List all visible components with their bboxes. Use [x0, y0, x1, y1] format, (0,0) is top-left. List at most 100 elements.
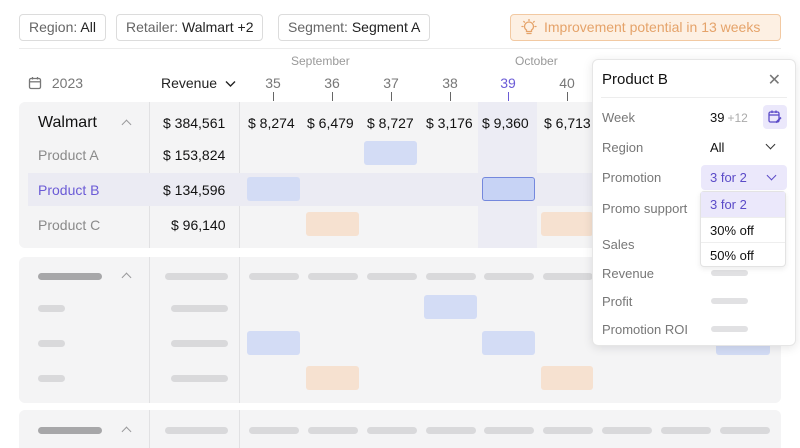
year-label: 2023	[51, 75, 84, 91]
region-select[interactable]: All	[710, 140, 725, 155]
promo-block[interactable]	[482, 331, 535, 355]
calendar-edit-button[interactable]	[763, 105, 787, 129]
promo-block[interactable]	[541, 212, 593, 236]
skeleton-bar	[38, 305, 65, 312]
week-header-35[interactable]: 35	[265, 75, 281, 91]
filter-segment[interactable]: Segment: Segment A	[278, 14, 431, 41]
column-divider	[149, 410, 150, 448]
promo-block[interactable]	[364, 141, 417, 165]
promo-support-label: Promo support	[602, 201, 688, 216]
promotion-option-3-for-2[interactable]: 3 for 2	[701, 192, 785, 217]
promo-block[interactable]	[247, 177, 300, 201]
product-row-a[interactable]: Product A	[38, 147, 99, 163]
promotion-dropdown-menu: 3 for 2 30% off 50% off	[700, 191, 786, 267]
skeleton-bar	[367, 427, 417, 434]
filter-region[interactable]: Region: All	[19, 14, 106, 41]
product-row-b[interactable]: Product B	[38, 182, 100, 198]
chevron-down-icon	[225, 75, 236, 91]
promotion-option-30-off[interactable]: 30% off	[701, 217, 785, 242]
month-label-october: October	[515, 54, 558, 68]
improvement-potential-button[interactable]: Improvement potential in 13 weeks	[510, 14, 781, 41]
calendar-icon	[28, 75, 52, 91]
week-value-39: $ 9,360	[482, 115, 529, 131]
chevron-down-icon[interactable]	[765, 139, 776, 150]
promo-block[interactable]	[541, 366, 593, 390]
skeleton-bar	[484, 273, 534, 280]
year-selector[interactable]: 2023	[28, 75, 83, 91]
skeleton-bar	[602, 427, 652, 434]
skeleton-bar	[249, 273, 299, 280]
week-tick	[391, 92, 392, 101]
revenue-label: Revenue	[602, 266, 655, 281]
skeleton-bar	[426, 427, 476, 434]
week-value-35: $ 8,274	[248, 115, 295, 131]
promo-block[interactable]	[247, 331, 300, 355]
week-tick	[273, 92, 274, 101]
skeleton-bar	[308, 427, 358, 434]
skeleton-bar	[426, 273, 476, 280]
promo-block[interactable]	[306, 212, 359, 236]
skeleton-bar	[543, 427, 593, 434]
week-extra: +12	[727, 111, 748, 125]
promo-block[interactable]	[424, 295, 477, 319]
skeleton-bar	[484, 427, 534, 434]
promo-block-selected[interactable]	[482, 177, 535, 201]
week-tick-active	[508, 92, 509, 101]
week-tick	[332, 92, 333, 101]
promotion-select[interactable]: 3 for 2	[701, 165, 787, 190]
skeleton-bar	[367, 273, 417, 280]
skeleton-bar	[38, 273, 102, 280]
week-header-40[interactable]: 40	[559, 75, 575, 91]
week-header-36[interactable]: 36	[324, 75, 340, 91]
column-divider	[149, 257, 150, 403]
week-tick	[567, 92, 568, 101]
revenue-header-label: Revenue	[161, 75, 218, 91]
skeleton-bar	[543, 273, 593, 280]
promotion-roi-label: Promotion ROI	[602, 322, 688, 337]
week-label: Week	[602, 110, 635, 125]
week-tick	[450, 92, 451, 101]
week-value-37: $ 8,727	[367, 115, 414, 131]
skeleton-bar	[711, 298, 748, 304]
skeleton-bar	[171, 375, 228, 382]
skeleton-bar	[171, 305, 228, 312]
promotion-option-50-off[interactable]: 50% off	[701, 242, 785, 267]
promo-block[interactable]	[306, 366, 359, 390]
profit-label: Profit	[602, 294, 633, 309]
skeleton-bar	[165, 273, 228, 280]
lightbulb-icon	[521, 18, 537, 44]
product-a-revenue: $ 153,824	[163, 147, 226, 163]
promotion-selected-value: 3 for 2	[710, 170, 747, 185]
product-row-c[interactable]: Product C	[38, 217, 101, 233]
group-name: Walmart	[38, 114, 97, 131]
close-icon[interactable]: ✕	[767, 72, 781, 89]
column-divider	[239, 257, 240, 403]
product-c-revenue: $ 96,140	[171, 217, 226, 233]
skeleton-bar	[38, 427, 102, 434]
week-header-39[interactable]: 39	[500, 75, 516, 91]
filter-retailer-key: Retailer:	[126, 19, 179, 35]
skeleton-bar	[249, 427, 299, 434]
improvement-label: Improvement potential in 13 weeks	[544, 19, 761, 35]
chevron-down-icon	[766, 170, 777, 181]
popover-title: Product B	[602, 71, 668, 88]
week-header-37[interactable]: 37	[383, 75, 399, 91]
skeleton-bar	[720, 427, 770, 434]
popover-divider	[601, 97, 787, 98]
revenue-sort-dropdown[interactable]: Revenue	[161, 75, 236, 91]
week-number: 39	[710, 110, 725, 125]
filter-retailer[interactable]: Retailer: Walmart +2	[116, 14, 264, 41]
filter-region-value: All	[80, 19, 96, 35]
skeleton-bar	[711, 326, 748, 332]
week-header-38[interactable]: 38	[442, 75, 458, 91]
product-b-revenue: $ 134,596	[163, 182, 226, 198]
filter-segment-value: Segment A	[351, 19, 421, 35]
filter-region-key: Region:	[29, 19, 78, 35]
header-divider	[19, 48, 781, 49]
filter-retailer-value: Walmart +2	[182, 19, 254, 35]
region-label: Region	[602, 140, 644, 155]
week-value-40: $ 6,713	[544, 115, 591, 131]
week-value-38: $ 3,176	[426, 115, 473, 131]
skeleton-bar	[38, 340, 65, 347]
skeleton-bar	[165, 427, 228, 434]
